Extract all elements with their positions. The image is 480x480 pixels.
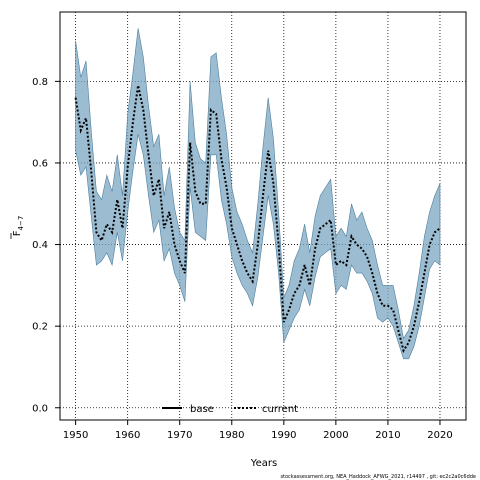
y-tick-label: 0.4 <box>32 240 48 251</box>
y-axis-label-sub: 4−7 <box>17 216 25 231</box>
confidence-band <box>75 28 441 360</box>
y-axis: 0.0 0.2 0.4 0.6 0.8 <box>32 77 60 414</box>
x-tick-label: 1990 <box>271 430 296 441</box>
x-axis: 1950 1960 1970 1980 1990 2000 2010 2020 <box>63 420 453 441</box>
legend-label-base: base <box>190 404 214 415</box>
x-tick-label: 2000 <box>323 430 348 441</box>
legend: base current <box>162 404 298 415</box>
x-axis-label: Years <box>250 458 277 469</box>
x-tick-label: 2010 <box>375 430 400 441</box>
x-tick-label: 2020 <box>427 430 452 441</box>
y-tick-label: 0.6 <box>32 158 48 169</box>
y-axis-label-main: F <box>12 230 23 236</box>
plot-frame <box>59 11 467 421</box>
svg-text:F4−7: F4−7 <box>12 216 25 237</box>
x-tick-label: 1980 <box>219 430 244 441</box>
legend-label-current: current <box>262 404 298 415</box>
x-tick-label: 1970 <box>167 430 192 441</box>
x-tick-label: 1950 <box>63 430 88 441</box>
y-tick-label: 0.2 <box>32 322 48 333</box>
y-tick-label: 0.0 <box>32 403 48 414</box>
y-axis-label: F4−7 <box>10 216 25 239</box>
y-tick-label: 0.8 <box>32 77 48 88</box>
credit-text: stockassessment.org, NEA_Haddock_AFWG_20… <box>280 474 476 480</box>
x-tick-label: 1960 <box>115 430 140 441</box>
